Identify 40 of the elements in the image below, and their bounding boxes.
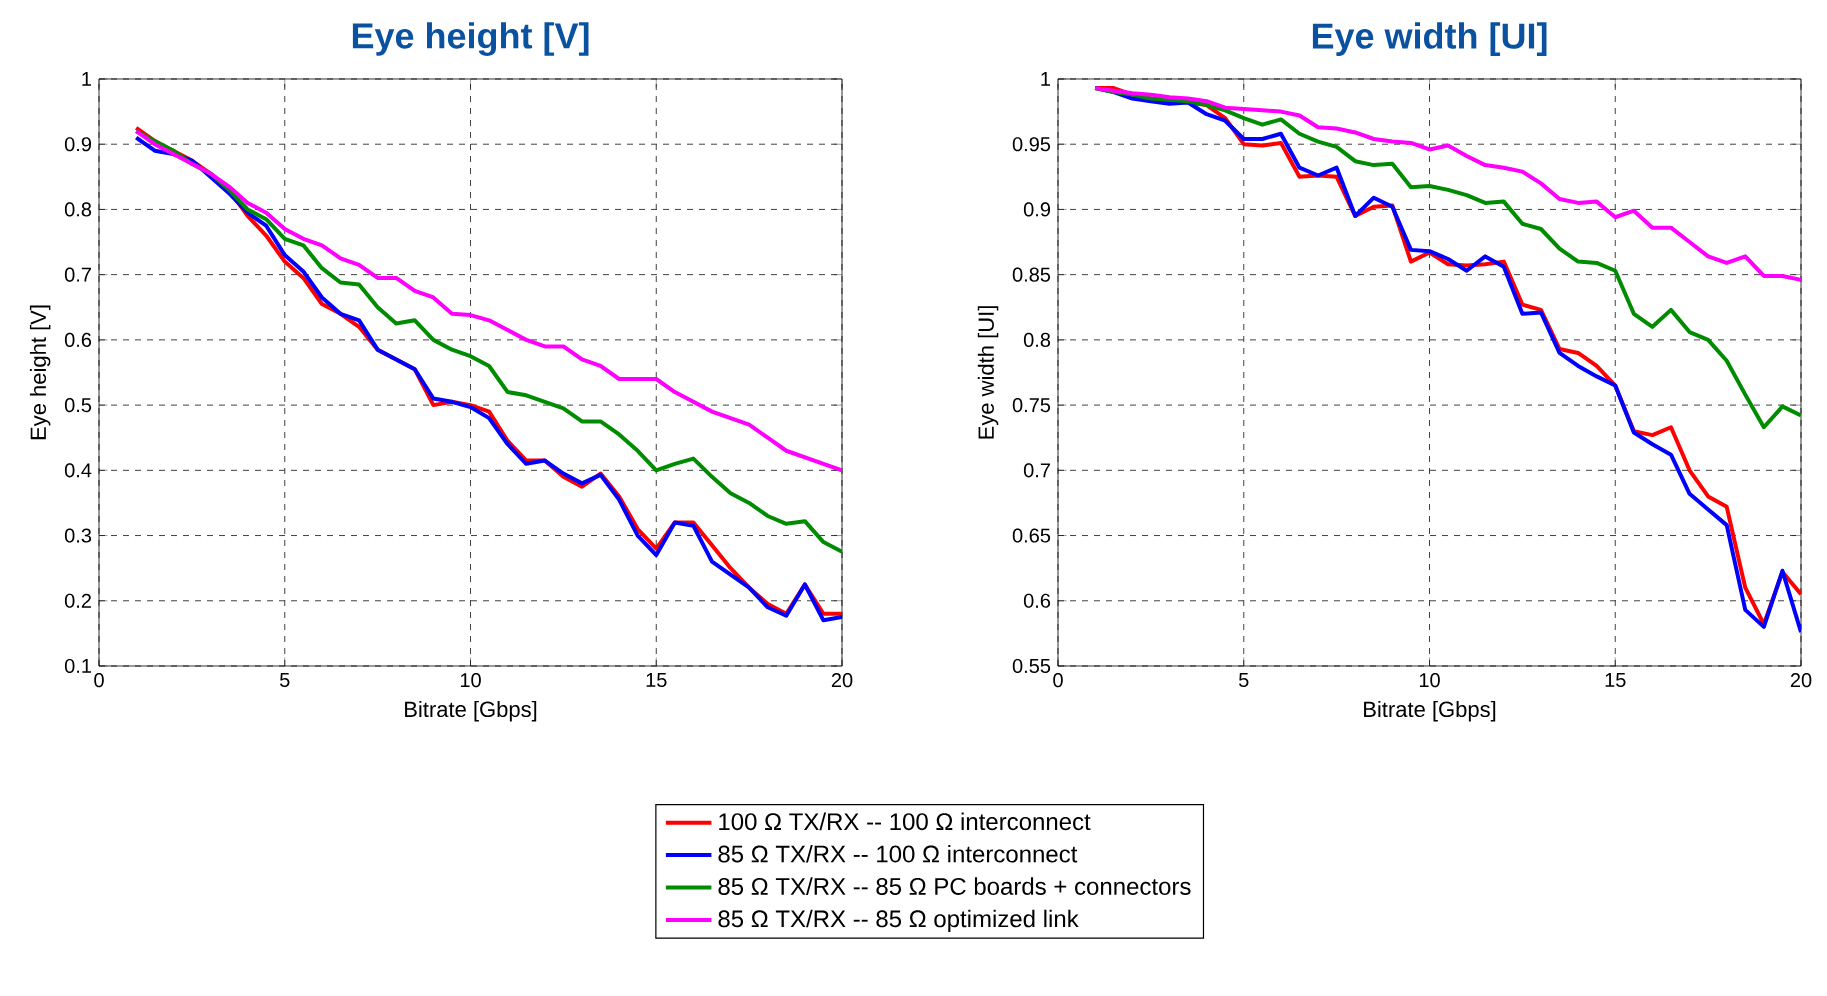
y-tick-label: 0.1: [64, 658, 91, 674]
y-tick-label: 0.7: [64, 267, 91, 282]
x-tick-label: 0: [94, 673, 104, 688]
y-tick-label: 1: [82, 72, 91, 86]
y-tick-label: 0.5: [64, 398, 92, 413]
y-tick-label: 0.85: [1012, 267, 1051, 282]
x-tick-label: 5: [280, 673, 290, 687]
x-tick-label: 10: [1419, 673, 1440, 688]
y-tick-label: 0.8: [1023, 332, 1051, 347]
chart-title: Eye height [V]: [352, 22, 589, 56]
y-tick-label: 0.3: [64, 528, 92, 543]
y-tick-label: 0.55: [1012, 658, 1051, 674]
legend-label: 85 Ω TX/RX -- 100 Ω interconnect: [718, 844, 1078, 863]
y-tick-label: 0.7: [1023, 463, 1050, 478]
x-tick-label: 5: [1239, 673, 1249, 687]
y-tick-label: 0.4: [64, 463, 92, 478]
y-tick-label: 0.2: [64, 593, 91, 608]
y-tick-label: 0.8: [64, 202, 92, 217]
legend-label: 100 Ω TX/RX -- 100 Ω interconnect: [719, 812, 1091, 831]
x-axis-title: Bitrate [Gbps]: [405, 700, 537, 722]
y-tick-label: 0.6: [1023, 593, 1051, 608]
chart-title: Eye width [UI]: [1312, 22, 1547, 56]
y-tick-label: 0.6: [64, 332, 92, 347]
legend-label: 85 Ω TX/RX -- 85 Ω PC boards + connectors: [718, 877, 1191, 895]
x-tick-label: 0: [1053, 673, 1063, 688]
y-tick-label: 0.75: [1012, 398, 1051, 413]
y-tick-label: 0.9: [64, 137, 92, 152]
y-tick-label: 0.95: [1012, 137, 1051, 152]
x-tick-label: 15: [646, 673, 667, 687]
y-axis-title: Eye width [UI]: [977, 306, 999, 439]
y-tick-label: 0.9: [1023, 202, 1051, 217]
x-tick-label: 15: [1605, 673, 1626, 687]
y-tick-label: 0.65: [1012, 528, 1051, 543]
y-tick-label: 1: [1041, 72, 1050, 86]
x-tick-label: 10: [460, 673, 481, 688]
y-axis-title: Eye height [V]: [29, 305, 51, 440]
x-tick-label: 20: [831, 673, 853, 688]
x-axis-title: Bitrate [Gbps]: [1364, 700, 1496, 722]
x-tick-label: 20: [1790, 673, 1812, 688]
legend-label: 85 Ω TX/RX -- 85 Ω optimized link: [718, 909, 1079, 933]
